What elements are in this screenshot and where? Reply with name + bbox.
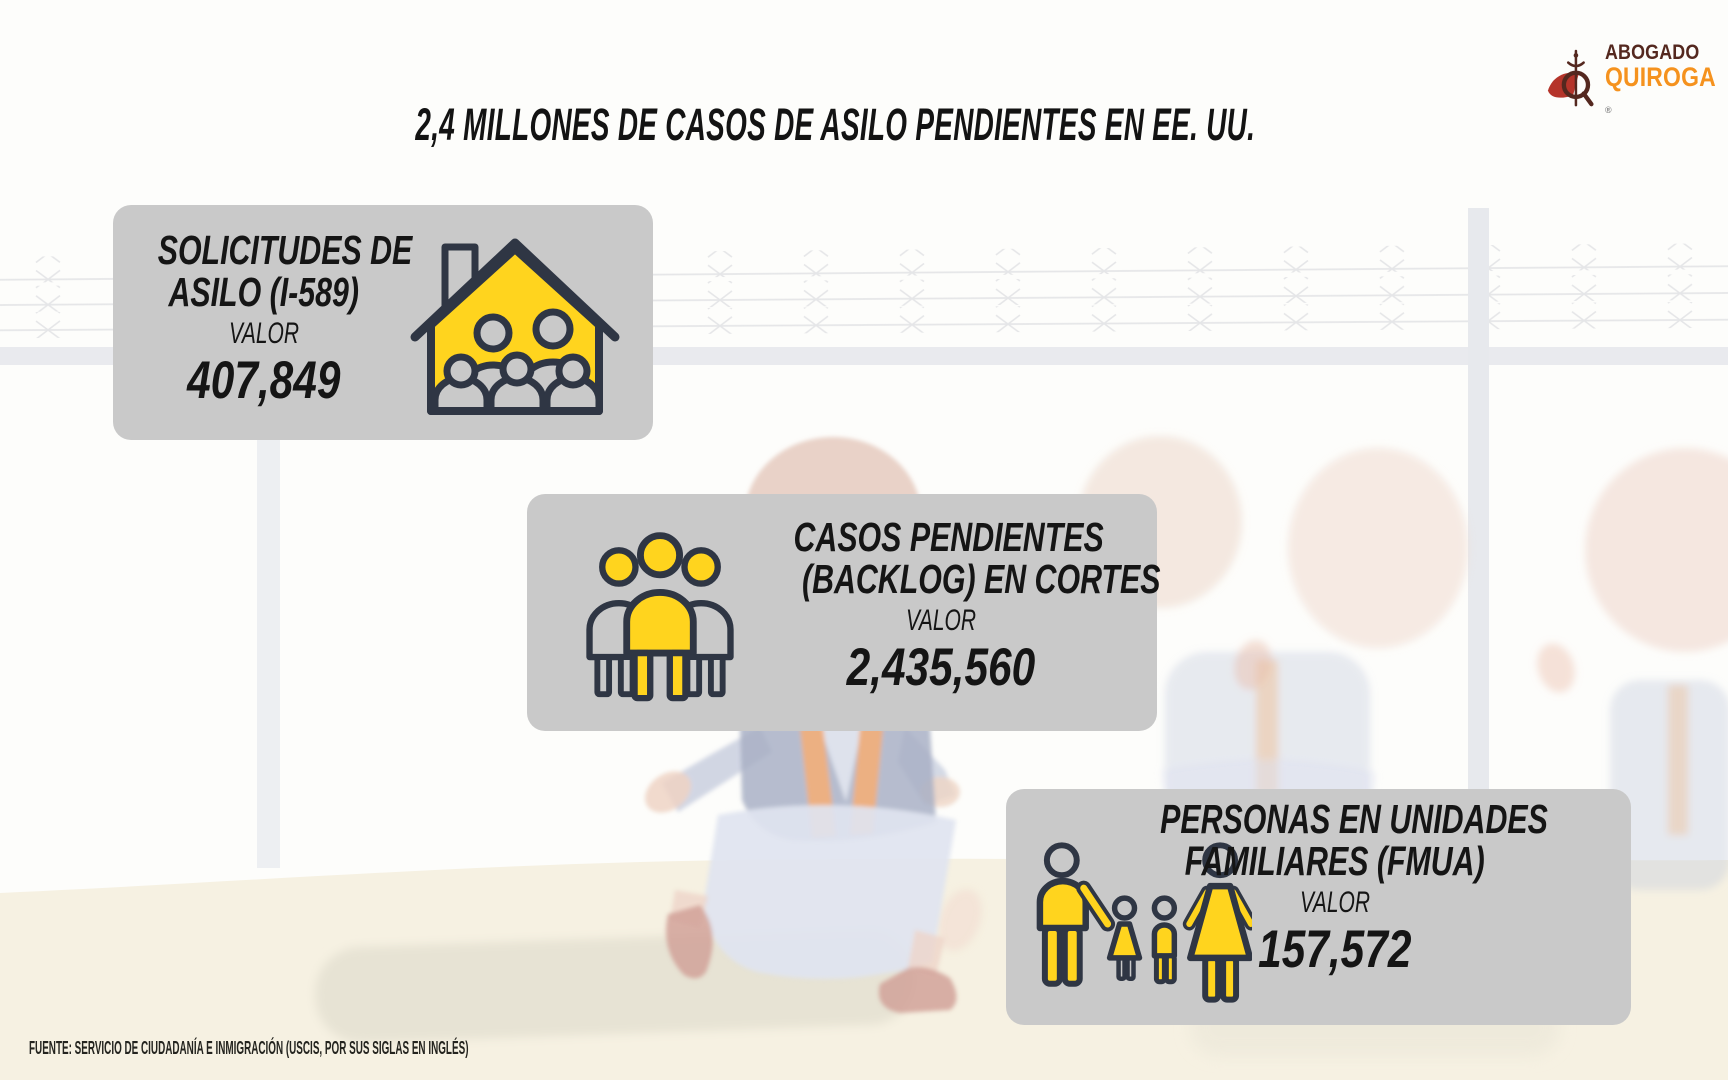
brand-name-line1: ABOGADO <box>1605 41 1700 64</box>
card-heading-line2: ASILO (I-589) <box>168 269 360 316</box>
value-number: 157,572 <box>1258 920 1412 980</box>
value-number: 2,435,560 <box>846 638 1036 698</box>
child-back-leg <box>908 930 945 976</box>
child-front-leg <box>670 890 708 928</box>
card-asylum-applications: SOLICITUDES DE ASILO (I-589) VALOR 407,8… <box>113 205 653 440</box>
fence-post-right <box>1468 208 1489 878</box>
people-group-icon <box>586 532 734 702</box>
child-shirt <box>820 727 862 802</box>
card-heading-line2: (BACKLOG) EN CORTES <box>801 556 1161 603</box>
brand-logo: ABOGADO QUIROGA ® <box>1546 42 1728 118</box>
family-icon <box>1036 842 1252 1003</box>
child-right-arm <box>898 727 955 805</box>
child-jacket <box>740 727 936 841</box>
card-heading: CASOS PENDIENTES <box>793 514 1104 560</box>
value-label: VALOR <box>1299 886 1371 920</box>
brand-name-line2: QUIROGA <box>1605 62 1716 92</box>
card-family-units: PERSONAS EN UNIDADES FAMILIARES (FMUA) V… <box>1006 789 1631 1025</box>
child-skirt <box>704 805 956 980</box>
child-strap-right <box>850 727 883 835</box>
child-strap-left <box>800 727 836 838</box>
child-front-shoe <box>666 905 713 979</box>
child-back-shoe <box>878 967 957 1013</box>
value-label: VALOR <box>228 317 300 351</box>
value-label: VALOR <box>905 604 977 638</box>
page-title: 2,4 MILLONES DE CASOS DE ASILO PENDIENTE… <box>0 99 1670 151</box>
card-court-backlog: CASOS PENDIENTES (BACKLOG) EN CORTES VAL… <box>527 494 1161 731</box>
house-with-family-icon <box>410 238 620 415</box>
card-heading: SOLICITUDES DE <box>157 227 413 273</box>
title-text: 2,4 MILLONES DE CASOS DE ASILO PENDIENTE… <box>415 99 1255 150</box>
card-heading: PERSONAS EN UNIDADES <box>1160 796 1548 842</box>
child-left-hand <box>645 771 691 813</box>
value-number: 407,849 <box>187 351 341 411</box>
source-note: FUENTE: SERVICIO DE CIUDADANÍA E INMIGRA… <box>29 1038 828 1059</box>
card-heading-line2: FAMILIARES (FMUA) <box>1184 838 1486 885</box>
person-shadow <box>315 929 915 1043</box>
child-right-hand <box>920 777 960 807</box>
registered-mark: ® <box>1605 105 1612 115</box>
child-left-arm <box>662 727 772 812</box>
sword-q-cape-icon <box>1547 49 1594 107</box>
source-text: FUENTE: SERVICIO DE CIUDADANÍA E INMIGRA… <box>29 1038 469 1058</box>
